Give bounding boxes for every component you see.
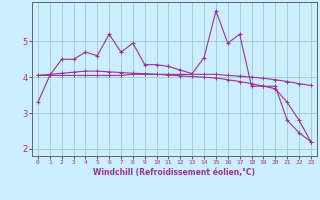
X-axis label: Windchill (Refroidissement éolien,°C): Windchill (Refroidissement éolien,°C): [93, 168, 255, 177]
